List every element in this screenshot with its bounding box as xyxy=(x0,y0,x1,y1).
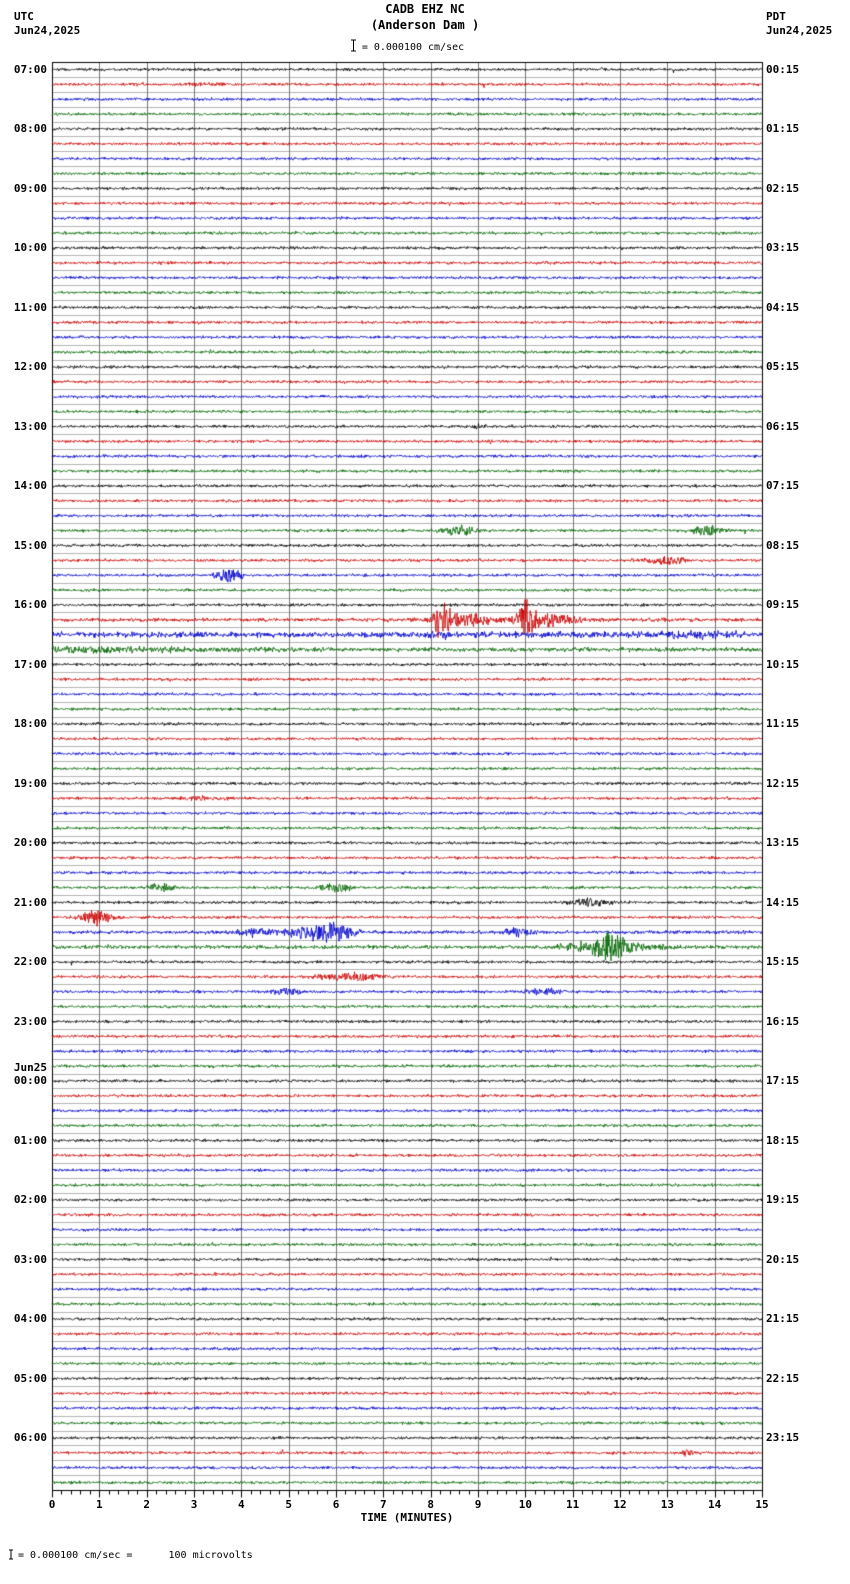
pdt-time-label: 21:15 xyxy=(766,1312,800,1325)
x-tick-label: 6 xyxy=(332,1498,340,1511)
pdt-time-label: 18:15 xyxy=(766,1133,800,1147)
x-tick-label: 3 xyxy=(190,1498,198,1511)
station-subtitle: (Anderson Dam ) xyxy=(370,18,480,32)
x-tick-label: 8 xyxy=(427,1498,434,1511)
pdt-time-label: 20:15 xyxy=(766,1252,800,1266)
right-timezone-label: PDT xyxy=(766,10,786,23)
pdt-time-label: 15:15 xyxy=(766,955,800,968)
pdt-time-label: 14:15 xyxy=(766,895,800,909)
utc-time-label: 20:00 xyxy=(13,836,47,849)
utc-time-label: 07:00 xyxy=(13,62,47,76)
utc-time-label: 22:00 xyxy=(13,955,47,968)
pdt-time-label: 22:15 xyxy=(766,1371,800,1385)
pdt-time-label: 08:15 xyxy=(766,538,800,552)
utc-time-label: 06:00 xyxy=(13,1431,47,1444)
utc-time-label: 08:00 xyxy=(13,122,47,135)
x-tick-label: 9 xyxy=(474,1498,482,1511)
x-tick-label: 1 xyxy=(96,1498,103,1511)
scale-line: = 0.000100 cm/sec xyxy=(52,39,762,53)
utc-time-label: 16:00 xyxy=(13,598,47,611)
title-block: CADB EHZ NC (Anderson Dam ) xyxy=(0,1,850,33)
pdt-time-label: 05:15 xyxy=(766,360,800,373)
left-header: UTC Jun24,2025 xyxy=(14,10,80,38)
x-tick-label: 13 xyxy=(660,1498,674,1511)
x-tick-label: 10 xyxy=(518,1498,532,1511)
pdt-time-label: 16:15 xyxy=(766,1014,800,1028)
pdt-time-label: 10:15 xyxy=(766,657,800,671)
x-tick-label: 15 xyxy=(755,1498,769,1511)
pdt-time-label: 19:15 xyxy=(766,1193,800,1206)
utc-time-label: 15:00 xyxy=(13,538,47,552)
pdt-time-label: 23:15 xyxy=(766,1431,800,1444)
utc-time-label: 09:00 xyxy=(13,181,47,195)
pdt-time-label: 07:15 xyxy=(766,479,800,492)
footer-scale-icon xyxy=(9,1549,13,1560)
utc-time-label: 19:00 xyxy=(13,776,47,790)
x-tick-label: 2 xyxy=(143,1498,150,1511)
pdt-time-label: 02:15 xyxy=(766,181,800,195)
x-axis-label: TIME (MINUTES) xyxy=(360,1511,454,1524)
pdt-time-label: 13:15 xyxy=(766,836,800,849)
utc-time-label: 05:00 xyxy=(13,1371,47,1385)
x-tick-label: 4 xyxy=(238,1498,245,1511)
pdt-time-label: 04:15 xyxy=(766,300,800,314)
utc-time-label: 23:00 xyxy=(13,1014,47,1028)
x-tick-label: 7 xyxy=(380,1498,387,1511)
utc-time-label: 00:00 xyxy=(13,1074,47,1087)
x-tick-label: 14 xyxy=(708,1498,722,1511)
utc-time-label: 11:00 xyxy=(13,300,47,314)
pdt-time-label: 00:15 xyxy=(766,62,800,76)
station-title: CADB EHZ NC xyxy=(385,2,465,16)
footer-note: = 0.000100 cm/sec = 100 microvolts xyxy=(18,1550,253,1561)
utc-time-label: 04:00 xyxy=(13,1312,47,1325)
utc-time-label: 18:00 xyxy=(13,717,47,730)
utc-time-label: 14:00 xyxy=(13,479,47,492)
pdt-time-label: 03:15 xyxy=(766,241,800,254)
utc-time-label: 13:00 xyxy=(13,419,47,433)
x-tick-label: 5 xyxy=(285,1498,292,1511)
utc-time-label: 02:00 xyxy=(13,1193,47,1206)
utc-time-label: 12:00 xyxy=(13,360,47,373)
utc-time-label: 21:00 xyxy=(13,895,47,909)
pdt-time-label: 01:15 xyxy=(766,122,800,135)
pdt-time-label: 12:15 xyxy=(766,776,800,790)
pdt-time-label: 17:15 xyxy=(766,1074,800,1087)
x-tick-label: 0 xyxy=(48,1498,56,1511)
utc-date-label: Jun25 xyxy=(13,1060,47,1074)
pdt-time-label: 09:15 xyxy=(766,598,800,611)
utc-time-label: 03:00 xyxy=(13,1252,47,1266)
left-date-label: Jun24,2025 xyxy=(14,24,81,37)
utc-time-label: 01:00 xyxy=(13,1133,47,1147)
utc-time-label: 10:00 xyxy=(13,241,47,254)
right-header: PDT Jun24,2025 xyxy=(766,10,832,38)
x-tick-label: 12 xyxy=(613,1498,627,1511)
right-date-label: Jun24,2025 xyxy=(766,24,833,37)
pdt-time-label: 11:15 xyxy=(766,717,800,730)
scale-bar-icon xyxy=(350,39,356,52)
utc-time-label: 17:00 xyxy=(13,657,47,671)
x-tick-label: 11 xyxy=(566,1498,580,1511)
scale-label: = 0.000100 cm/sec xyxy=(361,42,465,53)
pdt-time-label: 06:15 xyxy=(766,419,800,433)
left-timezone-label: UTC xyxy=(14,10,34,23)
footer-note-line: = 0.000100 cm/sec = 100 microvolts xyxy=(8,1549,253,1561)
